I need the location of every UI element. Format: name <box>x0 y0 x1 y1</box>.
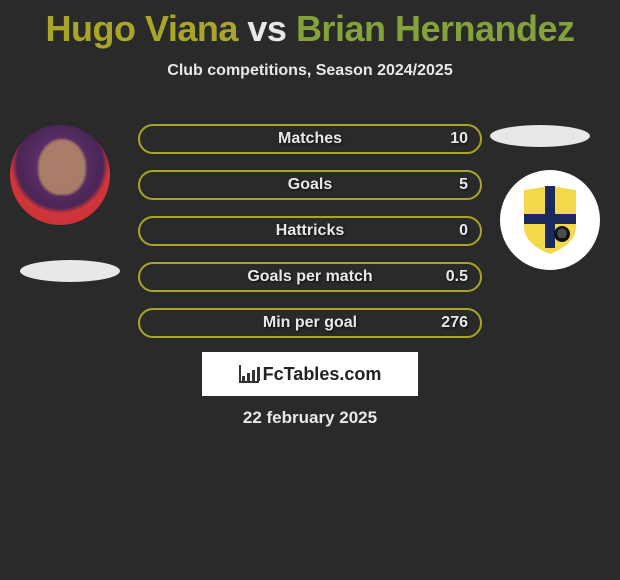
vs-text: vs <box>247 8 286 49</box>
stats-bars: Matches 10 Goals 5 Hattricks 0 Goals per… <box>138 124 482 354</box>
stat-value: 5 <box>459 176 468 194</box>
stat-label: Goals <box>288 176 332 194</box>
stat-value: 0.5 <box>446 268 468 286</box>
player1-shadow <box>20 260 120 282</box>
attribution-badge: FcTables.com <box>202 352 418 396</box>
stat-label: Matches <box>278 130 342 148</box>
stat-bar: Min per goal 276 <box>138 308 482 338</box>
comparison-title: Hugo Viana vs Brian Hernandez <box>0 0 620 50</box>
stat-bar: Goals 5 <box>138 170 482 200</box>
stat-bar: Hattricks 0 <box>138 216 482 246</box>
club-shield-icon <box>522 186 578 254</box>
player2-name: Brian Hernandez <box>296 8 575 49</box>
attribution-text: FcTables.com <box>263 364 382 385</box>
stat-label: Min per goal <box>263 314 357 332</box>
chart-icon <box>239 365 259 383</box>
player2-avatar <box>500 170 600 270</box>
player1-avatar <box>10 125 110 225</box>
stat-bar: Goals per match 0.5 <box>138 262 482 292</box>
stat-value: 276 <box>441 314 468 332</box>
player2-shadow <box>490 125 590 147</box>
date-text: 22 february 2025 <box>0 408 620 428</box>
stat-value: 0 <box>459 222 468 240</box>
stat-label: Goals per match <box>247 268 372 286</box>
subtitle: Club competitions, Season 2024/2025 <box>0 62 620 80</box>
stat-value: 10 <box>450 130 468 148</box>
stat-label: Hattricks <box>276 222 344 240</box>
player1-name: Hugo Viana <box>45 8 237 49</box>
stat-bar: Matches 10 <box>138 124 482 154</box>
